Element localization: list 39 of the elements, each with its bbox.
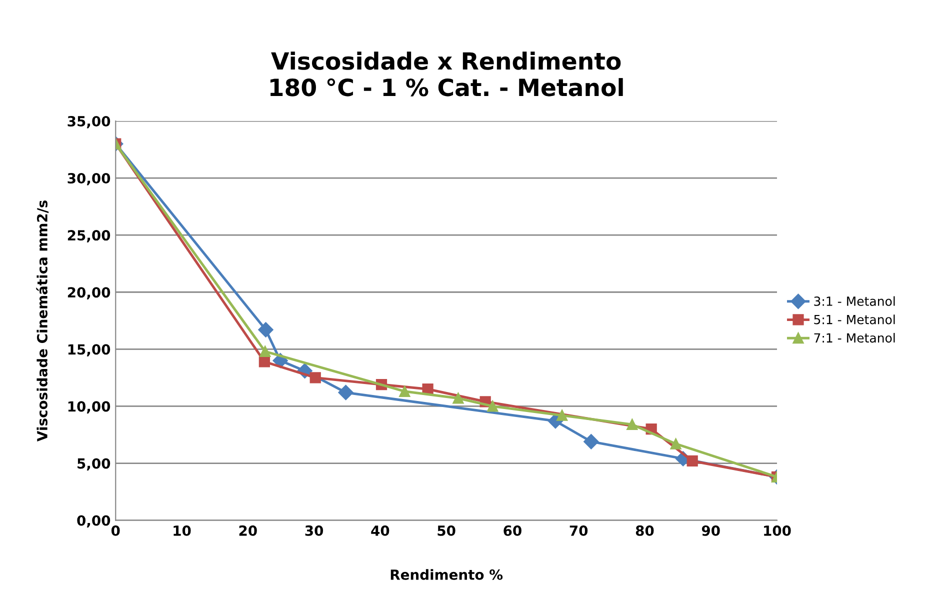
point [422,384,434,395]
y-tick-label: 10,00 [68,401,110,414]
y-axis-title: Viscosidade Cinemática mm2/s [36,200,49,442]
y-tick-label: 15,00 [68,344,110,356]
x-tick-label: 10 [174,525,191,536]
legend-label: 3:1 - Metanol [814,296,895,306]
point [584,434,599,450]
x-tick-label: 50 [438,525,456,536]
x-tick-label: 100 [764,525,791,536]
y-tick-label: 20,00 [68,287,110,300]
x-tick-label: 60 [504,525,522,536]
legend-label: 7:1 - Metanol [814,332,895,343]
x-axis-title: Rendimento % [390,569,503,580]
point [310,372,321,384]
point [258,356,270,368]
point [258,322,274,338]
point [487,400,498,412]
point [556,410,568,421]
point [686,455,698,467]
point [626,418,638,430]
point [260,346,271,358]
chart-title: Viscosidade x Rendimento 180 °C - 1 % Cat. - Metanol [270,52,623,96]
x-tick-label: 0 [111,525,120,536]
y-tick-label: 0,00 [77,515,110,528]
y-tick-label: 35,00 [68,116,110,128]
x-tick-label: 70 [570,525,588,536]
y-tick-label: 5,00 [78,458,110,471]
x-tick-label: 90 [702,525,720,536]
x-tick-label: 20 [239,525,257,536]
legend-label: 5:1 - Metanol [814,314,895,324]
y-tick-label: 25,00 [68,230,110,242]
y-tick-label: 30,00 [68,173,110,186]
x-tick-label: 40 [371,525,390,536]
point [399,386,410,397]
point [452,392,464,404]
x-tick-label: 80 [636,525,654,536]
point [670,438,682,450]
point [338,384,354,400]
x-tick-label: 30 [305,525,324,536]
